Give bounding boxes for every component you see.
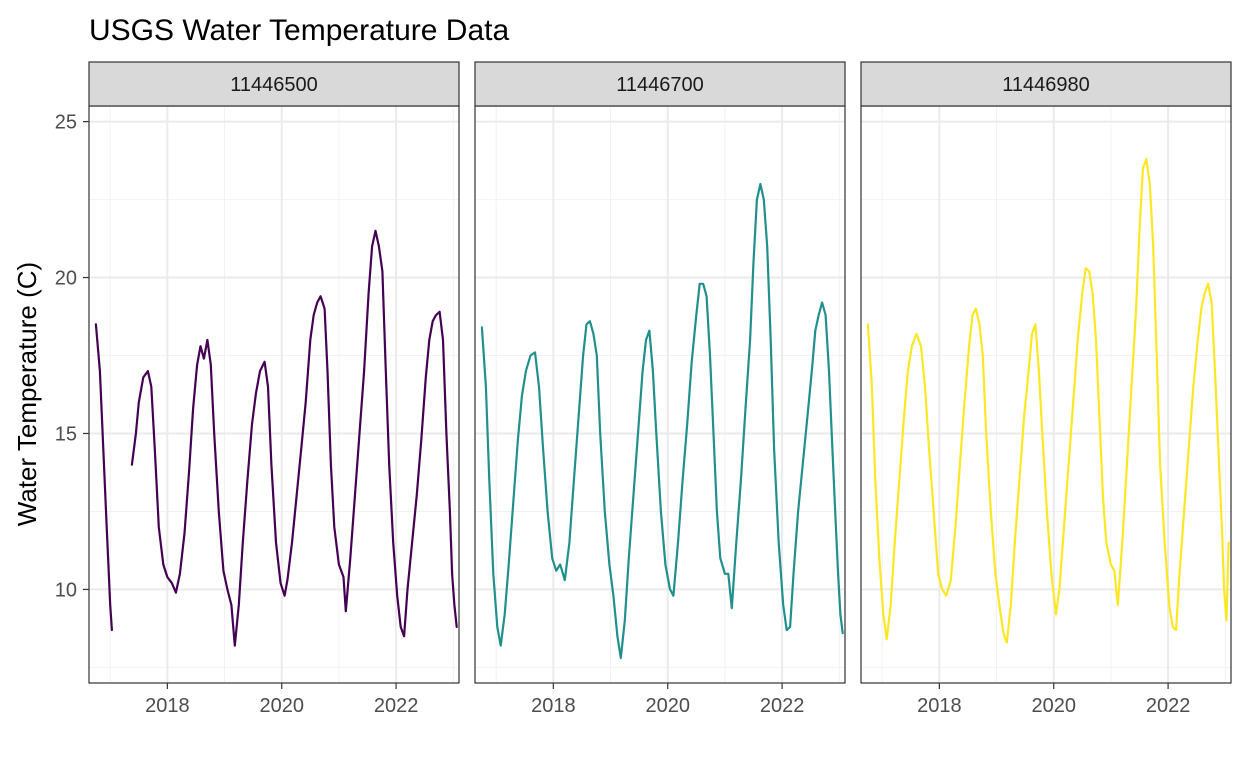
x-tick-label: 2020 [1031, 695, 1076, 717]
facet-panel: 11446980 2018 2020 2022 [860, 61, 1232, 717]
x-tick-label: 2018 [531, 695, 576, 717]
y-axis-label: Water Temperature (C) [12, 262, 42, 526]
x-tick-label: 2022 [760, 695, 805, 717]
series-line [480, 182, 844, 660]
x-tick-label: 2018 [917, 695, 962, 717]
x-tick-label: 2020 [259, 695, 304, 717]
facet-strip [88, 61, 460, 107]
y-tick-label: 20 [55, 268, 77, 290]
facet-panel: 11446700 2018 2020 2022 [474, 61, 846, 717]
series-line [94, 323, 113, 632]
facet-panel: 11446500 2018 2020 2022 [88, 61, 460, 717]
facet-strip-label: 11446980 [1002, 74, 1090, 96]
facet-strip-label: 11446500 [230, 74, 318, 96]
y-tick-label: 15 [55, 423, 77, 445]
chart-title: USGS Water Temperature Data [89, 14, 509, 47]
x-tick-label: 2022 [1146, 695, 1191, 717]
facet-panels: 10 15 20 25 11446500 2018 2020 2022 11446700 2018… [55, 61, 1232, 717]
panel-background [861, 106, 1231, 683]
x-tick-label: 2018 [145, 695, 190, 717]
series-line [866, 157, 1230, 644]
series-line [130, 229, 458, 647]
y-tick-label: 10 [55, 579, 77, 601]
panel-background [89, 106, 459, 683]
facet-strip [474, 61, 846, 107]
panel-background [475, 106, 845, 683]
y-tick-label: 25 [55, 112, 77, 134]
facet-strip-label: 11446700 [616, 74, 704, 96]
x-tick-label: 2022 [374, 695, 419, 717]
x-tick-label: 2020 [645, 695, 690, 717]
y-axis: 10 15 20 25 [55, 112, 89, 601]
facet-strip [860, 61, 1232, 107]
